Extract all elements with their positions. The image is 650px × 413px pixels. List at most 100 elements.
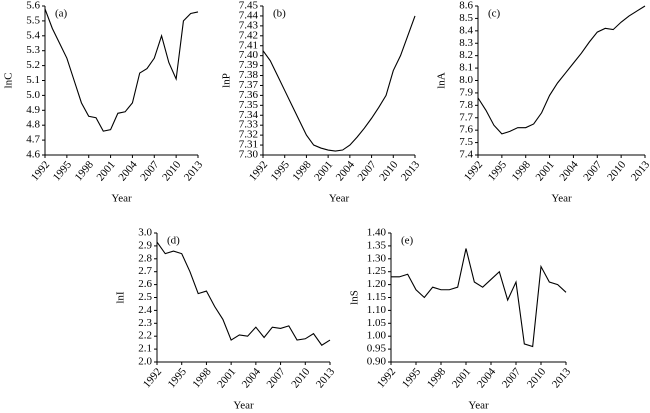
y-tick-label: 1.35	[367, 239, 387, 251]
y-axis-label: lnC	[3, 73, 15, 89]
x-tick-label: 2010	[289, 365, 313, 390]
x-tick-label: 2007	[581, 158, 605, 183]
x-tick-label: 1992	[247, 159, 270, 184]
y-tick-label: 8.6	[459, 0, 473, 12]
y-tick-label: 7.5	[459, 136, 473, 148]
y-tick-label: 2.7	[138, 265, 152, 277]
x-tick-label: 2001	[533, 159, 556, 184]
data-line	[391, 248, 567, 348]
y-tick-label: 7.32	[239, 129, 258, 141]
x-tick-label: 1995	[269, 158, 293, 183]
x-axis-label: Year	[233, 400, 254, 412]
y-tick-label: 5.3	[26, 44, 40, 56]
data-line	[156, 241, 331, 346]
y-tick-label: 2.1	[138, 343, 152, 355]
y-tick-label: 2.9	[138, 239, 152, 251]
y-tick-label: 8.1	[459, 62, 473, 74]
y-tick-label: 2.0	[138, 356, 152, 368]
y-tick-label: 7.39	[239, 59, 259, 71]
panel-title: (b)	[273, 8, 286, 20]
y-axis-label: lnS	[349, 290, 361, 305]
y-tick-label: 7.34	[239, 109, 259, 121]
y-tick-label: 8.5	[459, 12, 473, 24]
y-tick-label: 4.8	[26, 119, 40, 131]
y-tick-label: 0.95	[367, 343, 387, 355]
y-tick-label: 7.37	[239, 79, 259, 91]
y-tick-label: 1.40	[367, 227, 387, 239]
y-tick-label: 5.5	[26, 14, 40, 26]
y-axis-label: lnI	[115, 291, 127, 304]
y-tick-label: 5.1	[26, 74, 40, 86]
y-tick-label: 5.6	[26, 0, 40, 12]
x-tick-label: 2010	[605, 158, 629, 183]
x-tick-label: 1995	[486, 158, 510, 183]
y-tick-label: 8.0	[459, 74, 473, 86]
y-tick-label: 7.35	[239, 99, 259, 111]
y-tick-label: 2.2	[138, 330, 152, 342]
y-tick-label: 3.0	[138, 227, 152, 239]
y-tick-label: 7.38	[239, 69, 259, 81]
y-tick-label: 7.4	[459, 149, 473, 161]
x-tick-label: 2004	[240, 365, 264, 390]
y-tick-label: 7.42	[239, 29, 258, 41]
y-tick-label: 1.20	[367, 278, 387, 290]
y-tick-label: 2.5	[138, 291, 152, 303]
x-tick-label: 1998	[73, 158, 97, 183]
x-tick-label: 2007	[500, 365, 524, 390]
panel-title: (d)	[167, 235, 180, 247]
x-tick-label: 1995	[166, 365, 190, 390]
x-tick-label: 2013	[550, 365, 574, 390]
x-tick-label: 2007	[264, 365, 288, 390]
x-tick-label: 2001	[312, 159, 335, 184]
y-tick-label: 4.9	[26, 104, 40, 116]
y-tick-label: 1.05	[367, 317, 387, 329]
x-axis-label: Year	[329, 193, 350, 205]
y-tick-label: 7.36	[239, 89, 259, 101]
panel-title: (a)	[55, 8, 68, 20]
y-tick-label: 7.6	[459, 124, 473, 136]
y-tick-label: 5.0	[26, 89, 40, 101]
x-tick-label: 1995	[400, 365, 424, 390]
y-tick-label: 7.31	[239, 139, 258, 151]
x-tick-label: 2004	[334, 158, 358, 183]
y-tick-label: 8.3	[459, 37, 473, 49]
x-tick-label: 2001	[215, 366, 238, 391]
x-tick-label: 1992	[141, 366, 164, 391]
x-tick-label: 2010	[525, 365, 549, 390]
y-axis-label: lnP	[221, 73, 233, 88]
x-tick-label: 1998	[190, 365, 214, 390]
x-tick-label: 2013	[629, 158, 650, 183]
y-tick-label: 2.4	[138, 304, 152, 316]
x-tick-label: 1992	[462, 159, 485, 184]
x-tick-label: 2007	[355, 158, 379, 183]
x-tick-label: 2010	[160, 158, 184, 183]
x-axis-label: Year	[111, 193, 132, 205]
x-tick-label: 2010	[377, 158, 401, 183]
x-tick-label: 1998	[290, 158, 314, 183]
data-line	[477, 5, 646, 135]
x-axis-label: Year	[551, 193, 572, 205]
y-tick-label: 7.33	[239, 119, 259, 131]
y-tick-label: 8.2	[459, 49, 473, 61]
y-tick-label: 7.30	[239, 149, 259, 161]
x-tick-label: 2004	[116, 158, 140, 183]
x-tick-label: 2001	[94, 159, 117, 184]
y-tick-label: 1.25	[367, 265, 387, 277]
data-line	[262, 15, 416, 152]
y-tick-label: 7.45	[239, 0, 259, 12]
y-tick-label: 2.6	[138, 278, 152, 290]
y-tick-label: 5.4	[26, 29, 40, 41]
x-tick-label: 1992	[375, 366, 398, 391]
x-tick-label: 2007	[138, 158, 162, 183]
y-tick-label: 8.4	[459, 24, 473, 36]
y-tick-label: 2.3	[138, 317, 152, 329]
x-tick-label: 2004	[557, 158, 581, 183]
x-tick-label: 1992	[29, 159, 52, 184]
y-tick-label: 7.44	[239, 9, 259, 21]
y-tick-label: 7.43	[239, 19, 259, 31]
y-tick-label: 1.30	[367, 252, 387, 264]
x-tick-label: 2013	[182, 158, 206, 183]
x-tick-label: 2001	[450, 366, 473, 391]
y-tick-label: 7.41	[239, 39, 258, 51]
